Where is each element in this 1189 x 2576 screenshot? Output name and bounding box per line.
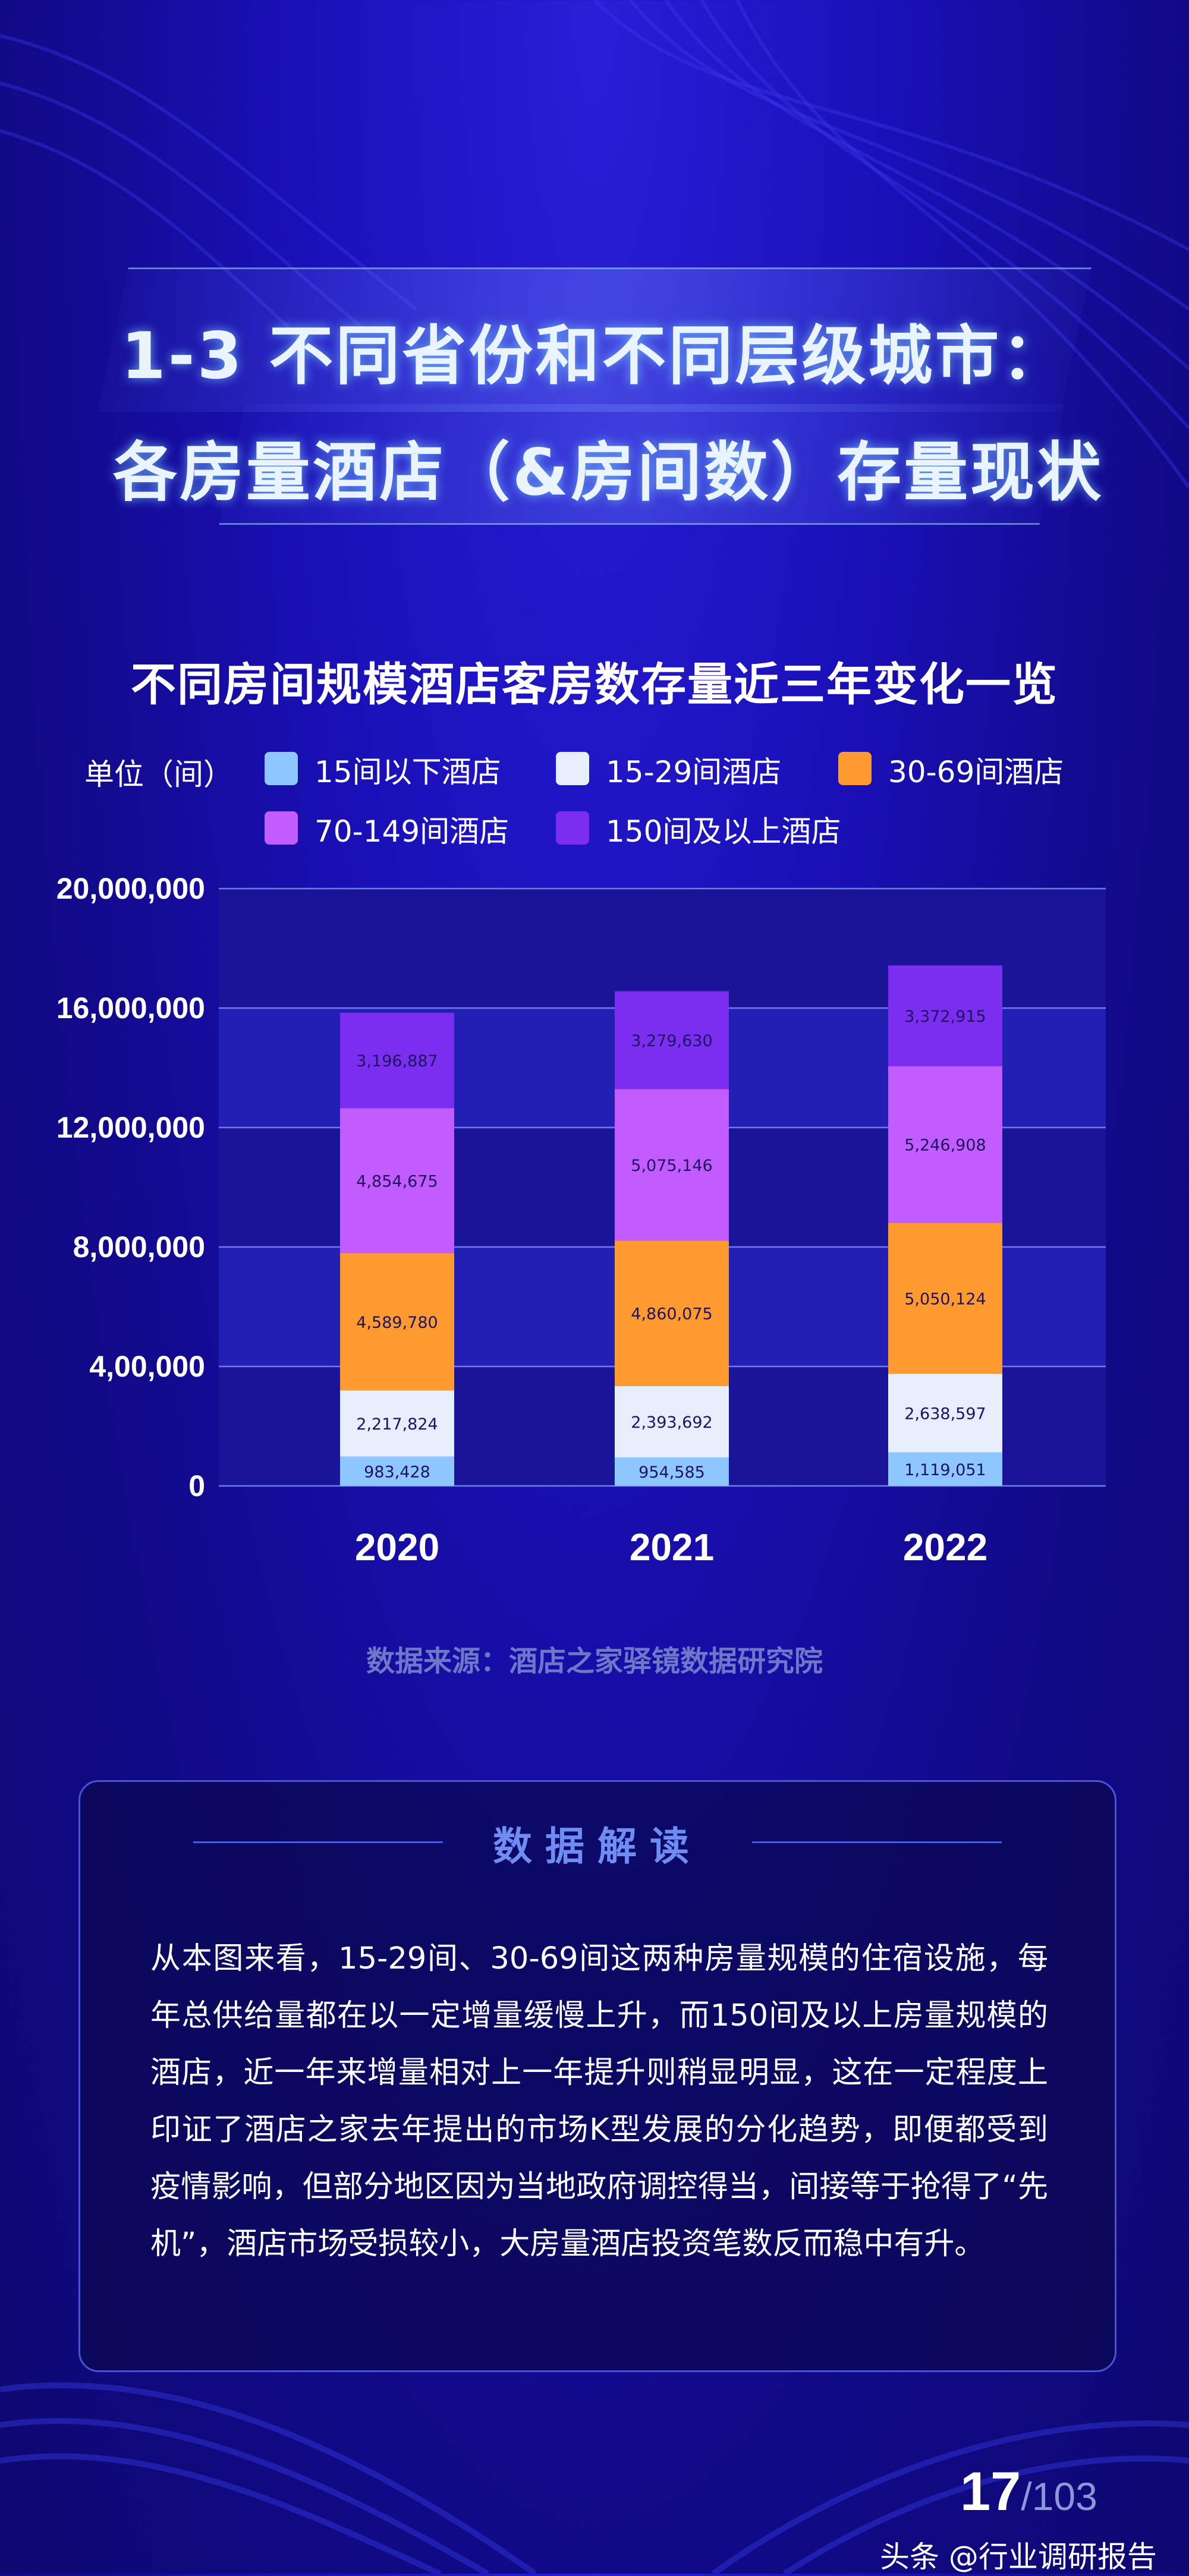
bar-value-label: 3,279,630 bbox=[631, 1032, 712, 1050]
bar-value-label: 954,585 bbox=[638, 1463, 705, 1482]
heading-divider-left bbox=[193, 1841, 443, 1843]
legend-label: 70-149间酒店 bbox=[314, 814, 509, 849]
legend-label: 150间及以上酒店 bbox=[606, 814, 841, 849]
bar-value-label: 1,119,051 bbox=[904, 1461, 986, 1479]
bar-value-label: 2,638,597 bbox=[904, 1404, 986, 1423]
chart-legend: 单位（间） 15间以下酒店 15-29间酒店 30-69间酒店 70-149间酒… bbox=[0, 746, 1189, 865]
x-tick-label: 2022 bbox=[903, 1526, 987, 1569]
x-tick-label: 2021 bbox=[630, 1526, 714, 1569]
bar-segment bbox=[340, 1253, 454, 1391]
bar-segment bbox=[615, 991, 729, 1089]
legend-swatch bbox=[556, 811, 589, 845]
page-title-line1: 1-3 不同省份和不同层级城市： bbox=[121, 319, 1068, 393]
page-title-line2: 各房量酒店（&房间数）存量现状 bbox=[113, 436, 1104, 510]
bar-value-label: 3,372,915 bbox=[904, 1007, 986, 1026]
y-tick-label: 20,000,000 bbox=[56, 872, 205, 905]
analysis-panel: 数据解读 从本图来看，15-29间、30-69间这两种房量规模的住宿设施，每年总… bbox=[78, 1780, 1116, 2372]
watermark: 头条 @行业调研报告 bbox=[880, 2540, 1157, 2574]
bar-segment bbox=[615, 1457, 729, 1486]
legend-swatch bbox=[556, 752, 589, 785]
bar-segment bbox=[340, 1390, 454, 1457]
bar-value-label: 4,854,675 bbox=[356, 1173, 438, 1191]
page-current: 17 bbox=[960, 2461, 1021, 2522]
bar-segment bbox=[888, 1066, 1002, 1223]
bar-value-label: 4,589,780 bbox=[356, 1314, 438, 1332]
bar-segment bbox=[888, 1374, 1002, 1453]
stacked-bar-chart: 0 4,00,000 8,000,000 12,000,000 16,000,000 20… bbox=[56, 872, 1106, 1569]
analysis-heading: 数据解读 bbox=[493, 1824, 702, 1869]
legend-label: 30-69间酒店 bbox=[888, 755, 1064, 789]
chart-title: 不同房间规模酒店客房数存量近三年变化一览 bbox=[131, 658, 1058, 711]
legend-label: 15-29间酒店 bbox=[606, 755, 782, 789]
legend-swatch bbox=[838, 752, 872, 785]
analysis-text: 从本图来看，15-29间、30-69间这两种房量规模的住宿设施，每年总供给量都在… bbox=[150, 1941, 1048, 2262]
x-tick-label: 2020 bbox=[355, 1526, 439, 1569]
bar-value-label: 3,196,887 bbox=[356, 1052, 438, 1070]
legend-unit-label: 单位（间） bbox=[84, 757, 233, 792]
legend-swatch bbox=[265, 752, 298, 785]
y-tick-label: 16,000,000 bbox=[56, 991, 205, 1025]
bar-segment bbox=[615, 1240, 729, 1386]
page-number: 17/103 bbox=[960, 2461, 1097, 2523]
bar-value-label: 2,217,824 bbox=[356, 1415, 438, 1434]
title-banner: 1-3 不同省份和不同层级城市： 各房量酒店（&房间数）存量现状 bbox=[97, 267, 1104, 529]
bar-segment bbox=[615, 1385, 729, 1458]
bar-segment bbox=[888, 1223, 1002, 1374]
bar-segment bbox=[340, 1012, 454, 1109]
bar-value-label: 983,428 bbox=[364, 1463, 430, 1481]
heading-divider-right bbox=[752, 1841, 1002, 1843]
bar-value-label: 5,050,124 bbox=[904, 1290, 986, 1308]
y-tick-label: 12,000,000 bbox=[56, 1111, 205, 1144]
y-tick-label: 0 bbox=[188, 1469, 205, 1503]
bar-value-label: 2,393,692 bbox=[631, 1413, 712, 1432]
page-total: /103 bbox=[1021, 2474, 1097, 2518]
legend-swatch bbox=[265, 811, 298, 845]
bar-segment bbox=[340, 1456, 454, 1486]
bar-segment bbox=[888, 1452, 1002, 1486]
y-tick-label: 8,000,000 bbox=[73, 1230, 205, 1264]
y-tick-label: 4,00,000 bbox=[89, 1350, 205, 1383]
bar-value-label: 5,075,146 bbox=[631, 1157, 712, 1175]
bar-value-label: 4,860,075 bbox=[631, 1305, 712, 1324]
legend-label: 15间以下酒店 bbox=[314, 755, 501, 789]
data-source: 数据来源：酒店之家驿镜数据研究院 bbox=[366, 1645, 823, 1678]
bar-segment bbox=[340, 1108, 454, 1254]
bar-value-label: 5,246,908 bbox=[904, 1136, 986, 1155]
bar-segment bbox=[888, 965, 1002, 1066]
bar-segment bbox=[615, 1089, 729, 1241]
